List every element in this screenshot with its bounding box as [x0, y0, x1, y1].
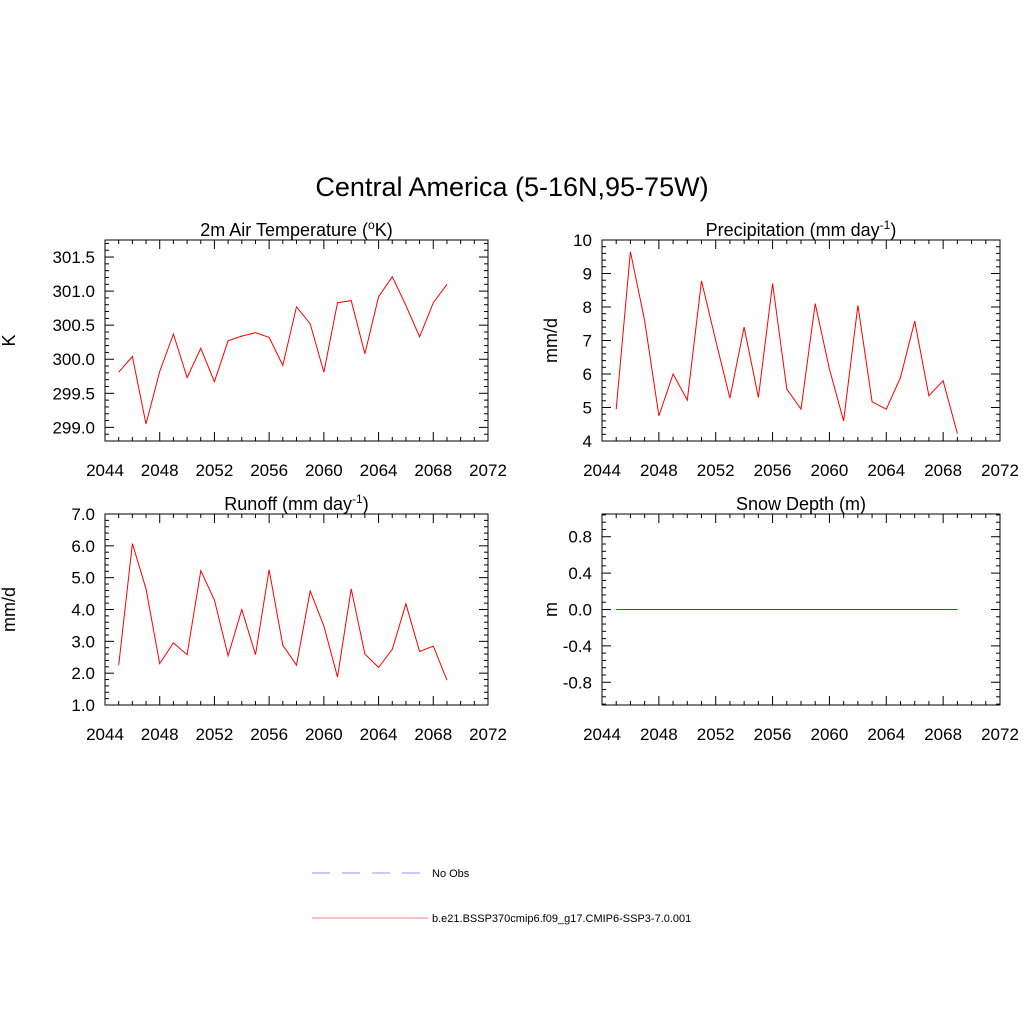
- air-temperature-x-tick-label: 2056: [250, 461, 288, 480]
- precipitation-y-tick-label: 7: [583, 332, 592, 351]
- air-temperature-plot-frame: [104, 239, 489, 442]
- runoff-x-tick-label: 2052: [196, 725, 234, 744]
- snow-depth-x-tick-label: 2060: [811, 725, 849, 744]
- precipitation-y-tick-label: 5: [583, 399, 592, 418]
- snow-depth-y-tick-label: 0.4: [568, 564, 592, 583]
- runoff-plot-frame: [104, 513, 489, 706]
- precipitation-x-tick-label: 2052: [697, 461, 735, 480]
- runoff-x-tick-label: 2056: [250, 725, 288, 744]
- runoff-x-tick-label: 2068: [414, 725, 452, 744]
- snow-depth-x-tick-label: 2064: [867, 725, 905, 744]
- air-temperature-y-tick-label: 299.0: [52, 418, 95, 437]
- runoff-y-axis-label: mm/d: [0, 587, 19, 632]
- air-temperature-y-axis-label: K: [0, 334, 19, 346]
- air-temperature-x-tick-label: 2068: [414, 461, 452, 480]
- runoff-panel-title: Runoff (mm day-1): [224, 492, 368, 514]
- air-temperature-y-tick-label: 300.0: [52, 350, 95, 369]
- panel-precipitation: 2044 2048 2052 2056 2060 2064 2068 2072 4 5 6 7 8 9 10…: [541, 218, 1019, 480]
- runoff-title-superscript: -1: [352, 492, 363, 506]
- precipitation-x-tick-label: 2044: [583, 461, 621, 480]
- runoff-y-tick-label: 3.0: [71, 632, 95, 651]
- precipitation-model-series-line: [615, 251, 958, 434]
- runoff-y-tick-label: 7.0: [71, 505, 95, 524]
- precipitation-y-tick-label: 8: [583, 298, 592, 317]
- air-temperature-x-tick-label: 2072: [469, 461, 507, 480]
- air-temperature-panel-title: 2m Air Temperature (oK): [200, 218, 392, 240]
- air-temperature-y-tick-label: 301.0: [52, 282, 95, 301]
- precipitation-x-tick-label: 2072: [981, 461, 1019, 480]
- air-temperature-x-tick-label: 2044: [86, 461, 124, 480]
- air-temperature-x-tick-label: 2052: [196, 461, 234, 480]
- runoff-x-tick-label: 2072: [469, 725, 507, 744]
- snow-depth-x-tick-label: 2072: [981, 725, 1019, 744]
- runoff-x-tick-label: 2044: [86, 725, 124, 744]
- snow-depth-x-tick-label: 2044: [583, 725, 621, 744]
- snow-depth-y-tick-label: -0.8: [563, 673, 592, 692]
- air-temperature-x-tick-label: 2060: [305, 461, 343, 480]
- snow-depth-x-tick-label: 2056: [754, 725, 792, 744]
- precipitation-x-tick-label: 2060: [811, 461, 849, 480]
- snow-depth-x-tick-label: 2068: [924, 725, 962, 744]
- air-temperature-y-tick-label: 299.5: [52, 384, 95, 403]
- figure-title: Central America (5-16N,95-75W): [315, 172, 708, 202]
- runoff-y-tick-label: 5.0: [71, 569, 95, 588]
- snow-depth-y-tick-label: -0.4: [563, 637, 592, 656]
- air-temperature-x-tick-label: 2048: [141, 461, 179, 480]
- snow-depth-y-axis-label: m: [541, 602, 561, 617]
- precipitation-y-tick-label: 4: [583, 432, 592, 451]
- legend-model-label: b.e21.BSSP370cmip6.f09_g17.CMIP6-SSP3-7.…: [432, 913, 691, 925]
- precipitation-y-axis-label: mm/d: [541, 318, 561, 363]
- air-temperature-title-superscript: o: [368, 218, 375, 232]
- precipitation-title-superscript: -1: [880, 218, 891, 232]
- runoff-y-tick-label: 2.0: [71, 664, 95, 683]
- precipitation-y-tick-label: 9: [583, 265, 592, 284]
- precipitation-panel-title: Precipitation (mm day-1): [706, 218, 897, 240]
- panel-air-temperature: 2044 2048 2052 2056 2060 2064 2068 2072 299.0 299…: [0, 218, 507, 480]
- runoff-y-tick-label: 4.0: [71, 601, 95, 620]
- panel-snow-depth: 2044 2048 2052 2056 2060 2064 2068 2072 -0.8 -0.4…: [541, 494, 1019, 744]
- runoff-y-tick-label: 1.0: [71, 696, 95, 715]
- precipitation-x-tick-label: 2064: [867, 461, 905, 480]
- air-temperature-model-series-line: [118, 275, 448, 425]
- legend: No Obs b.e21.BSSP370cmip6.f09_g17.CMIP6-…: [312, 868, 691, 925]
- snow-depth-y-tick-label: 0.8: [568, 528, 592, 547]
- runoff-model-series-line: [118, 543, 448, 681]
- panel-runoff: 2044 2048 2052 2056 2060 2064 2068 2072 1.0 2.0 3.…: [0, 492, 507, 744]
- air-temperature-y-tick-label: 301.5: [52, 248, 95, 267]
- snow-depth-panel-title: Snow Depth (m): [736, 494, 866, 514]
- precipitation-y-tick-label: 10: [573, 231, 592, 250]
- snow-depth-y-tick-label: 0.0: [568, 601, 592, 620]
- precipitation-y-tick-label: 6: [583, 365, 592, 384]
- runoff-x-tick-label: 2048: [141, 725, 179, 744]
- air-temperature-y-tick-label: 300.5: [52, 316, 95, 335]
- snow-depth-x-tick-label: 2052: [697, 725, 735, 744]
- runoff-x-tick-label: 2064: [360, 725, 398, 744]
- runoff-x-tick-label: 2060: [305, 725, 343, 744]
- precipitation-x-tick-label: 2068: [924, 461, 962, 480]
- legend-obs-label: No Obs: [432, 868, 470, 880]
- runoff-y-tick-label: 6.0: [71, 537, 95, 556]
- precipitation-x-tick-label: 2048: [640, 461, 678, 480]
- air-temperature-x-tick-label: 2064: [360, 461, 398, 480]
- precipitation-x-tick-label: 2056: [754, 461, 792, 480]
- snow-depth-x-tick-label: 2048: [640, 725, 678, 744]
- precipitation-plot-frame: [601, 239, 1001, 442]
